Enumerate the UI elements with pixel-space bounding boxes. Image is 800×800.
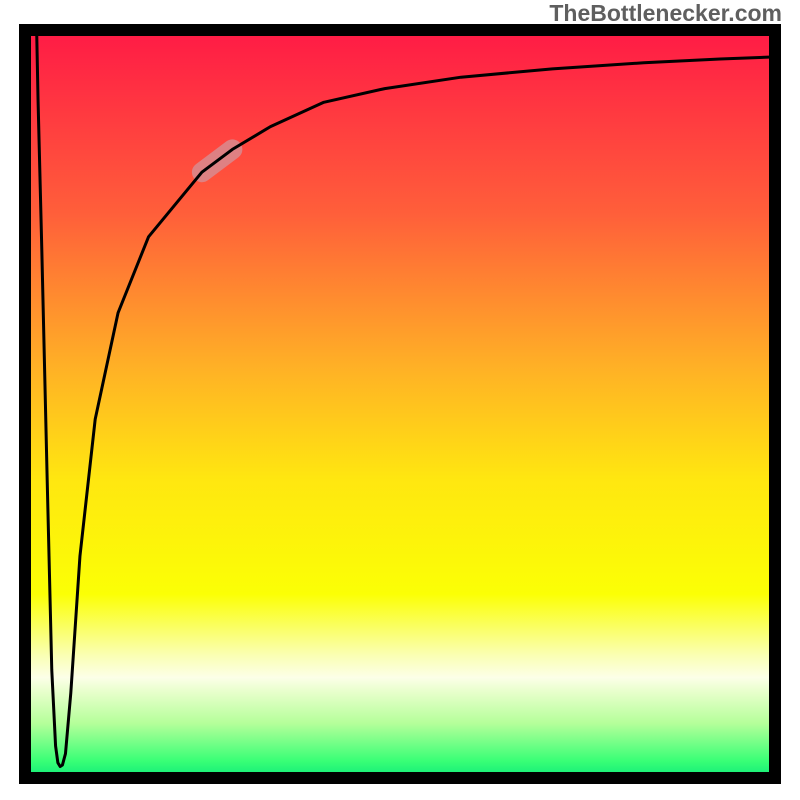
- chart-container: TheBottlenecker.com: [0, 0, 800, 800]
- watermark-text: TheBottlenecker.com: [549, 0, 782, 27]
- background-gradient: [19, 24, 781, 784]
- plot-area: [19, 24, 781, 784]
